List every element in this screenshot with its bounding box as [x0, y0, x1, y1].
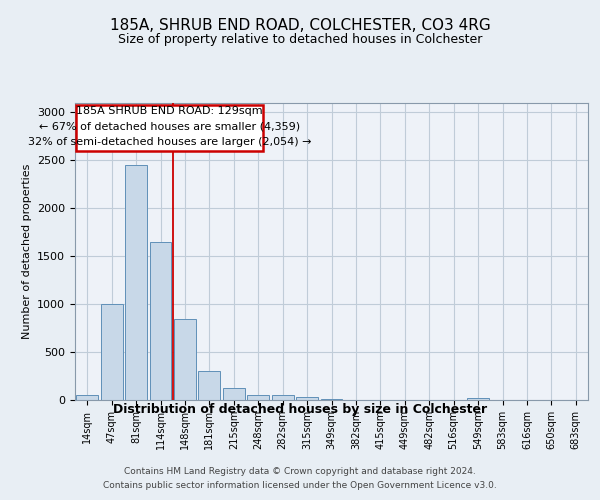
FancyBboxPatch shape [76, 105, 263, 152]
Bar [174, 320, 196, 400]
Text: 185A, SHRUB END ROAD, COLCHESTER, CO3 4RG: 185A, SHRUB END ROAD, COLCHESTER, CO3 4R… [110, 18, 490, 32]
Text: Size of property relative to detached houses in Colchester: Size of property relative to detached ho… [118, 32, 482, 46]
Bar [76, 394, 98, 400]
Text: 32% of semi-detached houses are larger (2,054) →: 32% of semi-detached houses are larger (… [28, 138, 311, 147]
Text: Distribution of detached houses by size in Colchester: Distribution of detached houses by size … [113, 402, 487, 415]
Bar [296, 396, 318, 400]
Bar [101, 304, 122, 400]
Text: ← 67% of detached houses are smaller (4,359): ← 67% of detached houses are smaller (4,… [39, 122, 300, 132]
Text: Contains public sector information licensed under the Open Government Licence v3: Contains public sector information licen… [103, 481, 497, 490]
Bar [149, 242, 172, 400]
Text: Contains HM Land Registry data © Crown copyright and database right 2024.: Contains HM Land Registry data © Crown c… [124, 467, 476, 476]
Bar [199, 371, 220, 400]
Bar [125, 165, 147, 400]
Y-axis label: Number of detached properties: Number of detached properties [22, 164, 32, 339]
Bar [320, 399, 343, 400]
Bar [223, 388, 245, 400]
Text: 185A SHRUB END ROAD: 129sqm: 185A SHRUB END ROAD: 129sqm [76, 106, 263, 117]
Bar [467, 398, 489, 400]
Bar [247, 395, 269, 400]
Bar [272, 395, 293, 400]
